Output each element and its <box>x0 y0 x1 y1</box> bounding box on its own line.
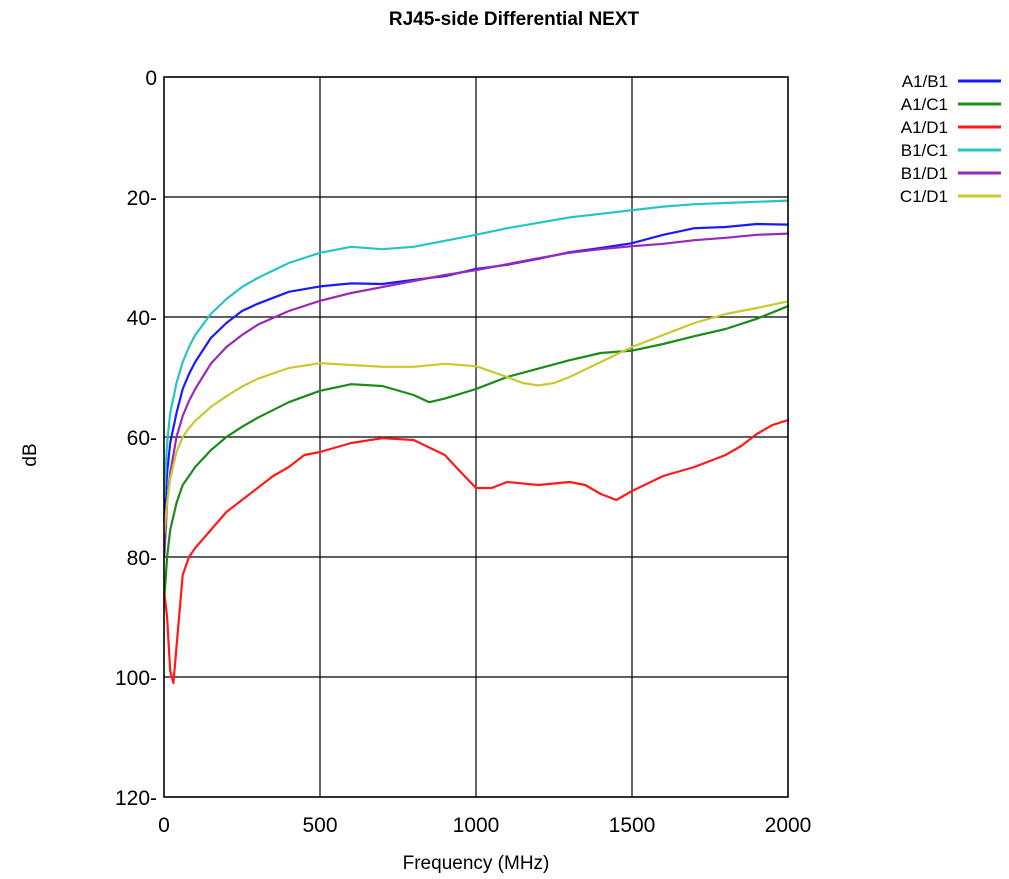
series-group <box>163 199 790 685</box>
x-tick-label: 1000 <box>453 814 500 837</box>
legend-label: C1/D1 <box>900 187 948 206</box>
tick-labels: 0 500 1000 1500 2000 0 20- 40- 60- 80- 100- 120- <box>115 67 811 837</box>
y-tick-label: 40- <box>127 307 157 330</box>
series-line-b1-c1 <box>163 199 790 499</box>
legend-item: A1/B1 <box>902 72 1001 91</box>
axes <box>163 76 789 798</box>
legend-label: A1/C1 <box>901 95 948 114</box>
series-line-a1-d1 <box>163 419 790 685</box>
x-axis-label: Frequency (MHz) <box>403 853 550 874</box>
series-line-b1-d1 <box>163 232 790 559</box>
legend-item: C1/D1 <box>900 187 1001 206</box>
y-tick-label: 100- <box>115 667 157 690</box>
legend-label: A1/D1 <box>901 118 948 137</box>
legend-label: A1/B1 <box>902 72 948 91</box>
plot-frame <box>163 76 789 798</box>
x-tick-label: 500 <box>302 814 337 837</box>
grid <box>163 76 789 798</box>
legend: A1/B1 A1/C1 A1/D1 B1/C1 B1/D1 C1/D1 <box>900 72 1001 206</box>
x-tick-label: 2000 <box>765 814 812 837</box>
legend-label: B1/D1 <box>901 164 948 183</box>
legend-item: B1/C1 <box>901 141 1001 160</box>
legend-item: B1/D1 <box>901 164 1001 183</box>
legend-item: A1/D1 <box>901 118 1001 137</box>
y-tick-label: 0 <box>145 67 157 90</box>
series-line-c1-d1 <box>163 300 790 535</box>
x-tick-label: 0 <box>158 814 170 837</box>
y-tick-label: 20- <box>127 187 157 210</box>
y-tick-label: 80- <box>127 547 157 570</box>
y-tick-label: 120- <box>115 787 157 810</box>
legend-item: A1/C1 <box>901 95 1001 114</box>
series-line-a1-b1 <box>163 222 790 523</box>
y-axis-label: dB <box>20 443 41 466</box>
chart-title: RJ45-side Differential NEXT <box>389 9 640 30</box>
legend-label: B1/C1 <box>901 141 948 160</box>
x-tick-label: 1500 <box>609 814 656 837</box>
y-tick-label: 60- <box>127 427 157 450</box>
series-line-a1-c1 <box>163 305 790 601</box>
